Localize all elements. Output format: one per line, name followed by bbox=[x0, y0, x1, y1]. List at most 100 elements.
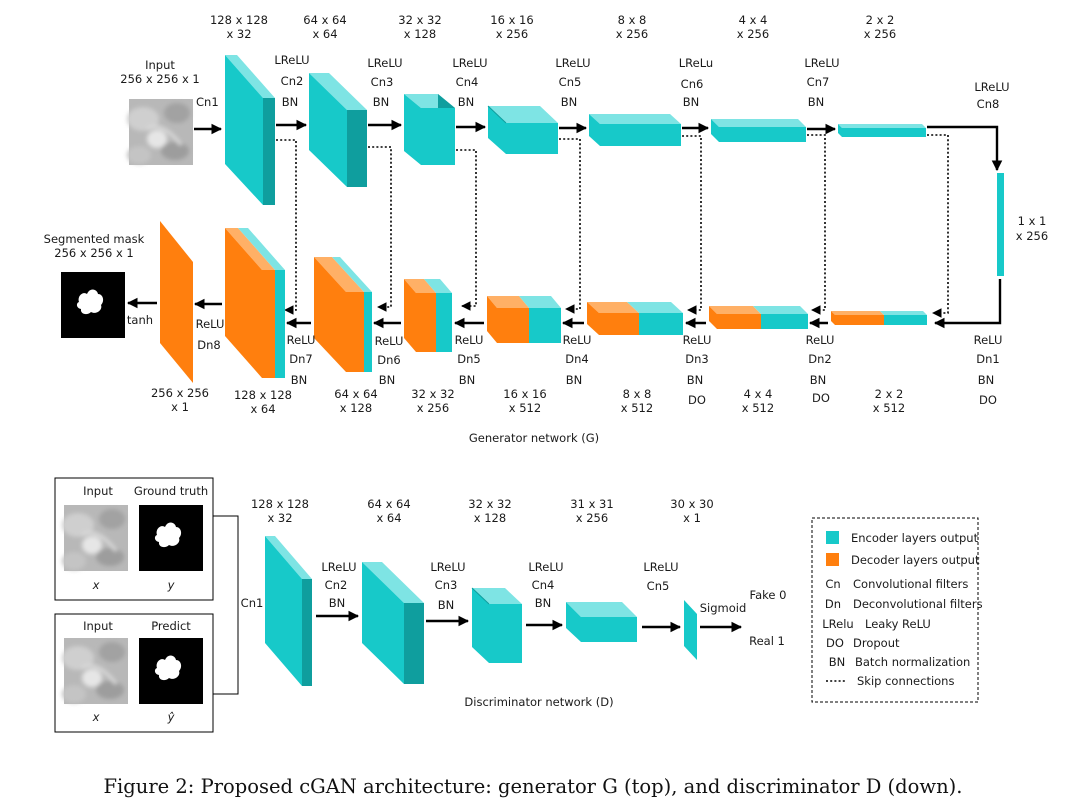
dec-dim-size-3: 8 x 8 bbox=[623, 387, 652, 401]
dec-op-deconv-3: Dn3 bbox=[685, 352, 708, 366]
decoder-block-1 bbox=[831, 311, 927, 325]
disc-block-4 bbox=[566, 602, 637, 642]
dec-op-deconv-1: Dn1 bbox=[976, 352, 999, 366]
enc-op-act-4: LReLU bbox=[452, 56, 487, 70]
dec-dim-ch-7: x 64 bbox=[250, 402, 275, 416]
decoder-block-4 bbox=[487, 296, 561, 343]
dec-op-act-2: ReLU bbox=[806, 333, 835, 347]
dec-dim-size-8: 256 x 256 bbox=[151, 386, 209, 400]
enc-dim-size-4: 16 x 16 bbox=[490, 13, 533, 27]
dec-dim-size-2: 4 x 4 bbox=[744, 387, 773, 401]
legend-desc-bn: Batch normalization bbox=[855, 655, 970, 669]
legend: Encoder layers output Decoder layers out… bbox=[811, 517, 983, 703]
dec-op-bn-3: BN bbox=[687, 373, 704, 387]
enc-op-conv-7: Cn7 bbox=[807, 75, 830, 89]
legend-desc-do: Dropout bbox=[853, 636, 900, 650]
dec-op-act-3: ReLU bbox=[683, 333, 712, 347]
gen-input-image bbox=[127, 99, 193, 165]
dec-dim-size-4: 16 x 16 bbox=[503, 387, 546, 401]
legend-encoder-swatch bbox=[826, 531, 839, 544]
legend-key-dn: Dn bbox=[825, 597, 841, 611]
disc-dim-ch-5: x 1 bbox=[683, 511, 701, 525]
skip-connections bbox=[276, 134, 949, 318]
disc-block-2 bbox=[362, 562, 424, 684]
dec-op-bn-6: BN bbox=[379, 373, 396, 387]
legend-key-cn: Cn bbox=[825, 577, 840, 591]
disc-dim-ch-2: x 64 bbox=[376, 511, 401, 525]
enc-op-bn-2: BN bbox=[282, 95, 299, 109]
dec-op-deconv-8: Dn8 bbox=[197, 338, 220, 352]
decoder-block-6 bbox=[314, 257, 372, 372]
disc-op-act-4: LReLU bbox=[528, 560, 563, 574]
pair1-right-var: y bbox=[167, 578, 175, 592]
enc-op-act-7: LReLU bbox=[804, 56, 839, 70]
pair2-predict-image bbox=[139, 638, 203, 704]
decoder-block-8 bbox=[160, 221, 193, 383]
pair1-groundtruth-image bbox=[139, 505, 203, 571]
figure-caption: Figure 2: Proposed cGAN architecture: ge… bbox=[104, 775, 963, 798]
dec-op-act-1: ReLU bbox=[974, 333, 1003, 347]
dec-op-do-2: DO bbox=[812, 391, 830, 405]
dec-op-deconv-7: Dn7 bbox=[289, 352, 312, 366]
encoder-block-7 bbox=[838, 124, 926, 137]
decoder-block-3 bbox=[587, 302, 683, 335]
dec-op-deconv-2: Dn2 bbox=[808, 352, 831, 366]
dec-op-deconv-4: Dn4 bbox=[565, 352, 588, 366]
bottleneck-size: 1 x 1 bbox=[1018, 214, 1047, 228]
decoder-op-labels: ReLU Dn1 BN DO ReLU Dn2 BN DO ReLU Dn3 B… bbox=[196, 317, 1003, 407]
disc-op-act-2: LReLU bbox=[321, 560, 356, 574]
dec-dim-ch-2: x 512 bbox=[742, 401, 774, 415]
dec-op-act-4: ReLU bbox=[563, 333, 592, 347]
gen-output-mask-image bbox=[61, 272, 125, 338]
legend-key-do: DO bbox=[826, 636, 844, 650]
enc-dim-ch-3: x 128 bbox=[404, 27, 436, 41]
gen-output-act: tanh bbox=[127, 313, 153, 327]
dec-op-bn-7: BN bbox=[291, 373, 308, 387]
enc-op-bn-4: BN bbox=[458, 95, 475, 109]
enc-op-conv-6: Cn6 bbox=[681, 77, 704, 91]
dec-dim-ch-5: x 256 bbox=[417, 401, 449, 415]
enc-op-act-6: LReLu bbox=[679, 56, 713, 70]
encoder-block-6 bbox=[711, 119, 806, 142]
disc-dim-size-3: 32 x 32 bbox=[468, 497, 511, 511]
dec-op-do-3: DO bbox=[688, 393, 706, 407]
dec-dim-ch-6: x 128 bbox=[340, 401, 372, 415]
disc-dim-ch-3: x 128 bbox=[474, 511, 506, 525]
enc-dim-ch-4: x 256 bbox=[496, 27, 528, 41]
decoder-block-2 bbox=[709, 306, 808, 329]
pair-bracket bbox=[213, 515, 239, 695]
disc-block-3 bbox=[471, 587, 522, 663]
enc-op-bn-3: BN bbox=[373, 95, 390, 109]
disc-dim-size-4: 31 x 31 bbox=[570, 497, 613, 511]
dec-op-bn-4: BN bbox=[566, 373, 583, 387]
disc-dim-ch-4: x 256 bbox=[576, 511, 608, 525]
pair2-input-image bbox=[62, 638, 128, 704]
legend-decoder-label: Decoder layers output bbox=[851, 553, 980, 567]
enc-op-conv-4: Cn4 bbox=[456, 75, 479, 89]
disc-op-bn-3: BN bbox=[438, 598, 455, 612]
enc-op-bn-5: BN bbox=[561, 95, 578, 109]
disc-first-conv: Cn1 bbox=[241, 596, 264, 610]
disc-block-1 bbox=[265, 536, 312, 686]
disc-block-5 bbox=[684, 600, 697, 660]
encoder-block-5 bbox=[589, 114, 681, 146]
gen-first-conv: Cn1 bbox=[196, 95, 219, 109]
legend-skip-label: Skip connections bbox=[857, 674, 954, 688]
gen-output-dims: 256 x 256 x 1 bbox=[54, 246, 133, 260]
dec-op-act-6: ReLU bbox=[375, 334, 404, 348]
dec-dim-ch-1: x 512 bbox=[873, 401, 905, 415]
dec-op-act-8: ReLU bbox=[196, 317, 225, 331]
dec-dim-ch-3: x 512 bbox=[621, 401, 653, 415]
legend-desc-lrelu: Leaky ReLU bbox=[865, 617, 931, 631]
disc-dim-size-1: 128 x 128 bbox=[251, 497, 309, 511]
dec-op-do-1: DO bbox=[979, 393, 997, 407]
generator-network: 128 x 128 x 32 64 x 64 x 64 32 x 32 x 12… bbox=[44, 13, 1049, 445]
disc-op-conv-5: Cn5 bbox=[647, 579, 670, 593]
encoder-arrows bbox=[276, 119, 1003, 172]
gen-output-label: Segmented mask bbox=[44, 232, 145, 246]
pair2-left-var: x bbox=[92, 710, 100, 724]
legend-key-bn: BN bbox=[829, 655, 846, 669]
encoder-op-labels: LReLU Cn2 BN LReLU Cn3 BN LReLU Cn4 BN L… bbox=[274, 53, 1009, 111]
disc-op-labels: LReLU Cn2 BN LReLU Cn3 BN LReLU Cn4 BN L… bbox=[321, 560, 786, 648]
